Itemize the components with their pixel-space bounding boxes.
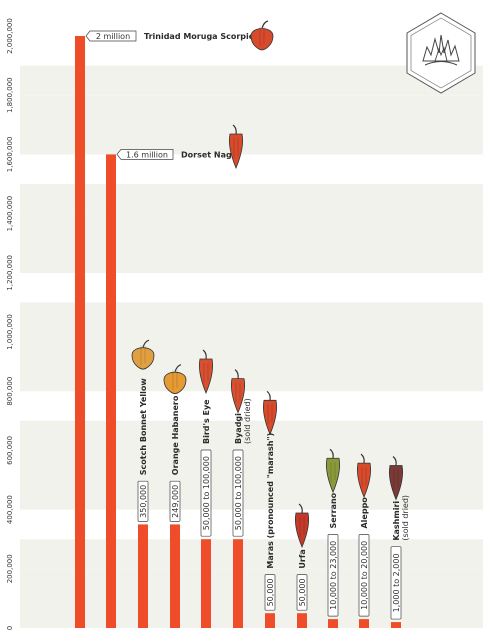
grid-band xyxy=(20,124,483,155)
chili-pepper-icon xyxy=(325,448,341,494)
grid-band xyxy=(20,65,483,96)
grid-band xyxy=(20,480,483,510)
bar xyxy=(328,619,338,628)
pepper-name: Serrano xyxy=(329,492,338,528)
value-label-box xyxy=(116,149,174,160)
chili-pepper-icon xyxy=(294,503,310,549)
y-axis: 0 200,000 400,000 600,000 800,000 1,000,000 1,… xyxy=(6,18,14,630)
pepper-subname: (sold dried) xyxy=(243,398,252,444)
value-label: 50,000 xyxy=(266,578,275,606)
chili-pepper-icon xyxy=(388,456,404,501)
pepper-name: Dorset Naga xyxy=(181,150,237,159)
value-label-box xyxy=(232,449,244,537)
y-tick-label: 800,000 xyxy=(6,377,14,406)
value-label: 1.6 million xyxy=(126,150,168,159)
grid-band xyxy=(20,184,483,214)
bars: 2 million Trinidad Moruga Scorpion 1.6 mil… xyxy=(75,20,410,628)
pepper-name: Urfa xyxy=(298,549,307,568)
y-tick-label: 400,000 xyxy=(6,495,14,524)
grid-bands xyxy=(20,36,483,628)
value-label-box xyxy=(327,534,339,617)
pepper-name: Trinidad Moruga Scorpion xyxy=(144,32,260,41)
value-label: 10,000 to 23,000 xyxy=(329,541,338,610)
chili-pepper-icon xyxy=(262,390,278,436)
value-label-box xyxy=(264,574,276,611)
y-tick-label: 1,200,000 xyxy=(6,255,14,291)
y-tick-label: 1,400,000 xyxy=(6,196,14,232)
value-label: 249,000 xyxy=(171,485,180,518)
pepper-name: Kashmiri xyxy=(392,501,401,541)
bar xyxy=(201,539,211,628)
value-label: 1,000 to 2,000 xyxy=(392,553,401,612)
y-tick-label: 600,000 xyxy=(6,436,14,465)
grid-band xyxy=(20,539,483,569)
bar xyxy=(233,539,243,628)
pepper-name: Aleppo xyxy=(360,497,369,529)
value-label-box xyxy=(358,534,370,617)
bar xyxy=(297,613,307,628)
value-label-box xyxy=(85,30,137,42)
bar xyxy=(265,613,275,628)
value-label: 50,000 to 100,000 xyxy=(234,456,243,530)
y-tick-label: 2,000,000 xyxy=(6,18,14,54)
chili-pepper-icon xyxy=(250,20,274,51)
grid-band xyxy=(20,302,483,332)
grid-band xyxy=(20,420,483,451)
y-tick-label: 1,000,000 xyxy=(6,314,14,350)
grid-band xyxy=(20,598,483,628)
flame-hexagon-icon xyxy=(406,12,476,94)
chili-pepper-icon xyxy=(198,349,214,395)
value-label-box xyxy=(137,480,149,522)
bar xyxy=(359,619,369,628)
chili-pepper-icon xyxy=(163,364,187,395)
value-label: 350,000 xyxy=(139,485,148,518)
y-tick-label: 1,800,000 xyxy=(6,77,14,113)
bar xyxy=(170,524,180,628)
value-label-box xyxy=(390,546,402,620)
value-label: 50,000 xyxy=(298,578,307,606)
y-tick-label: 1,600,000 xyxy=(6,137,14,173)
value-label-box xyxy=(169,480,181,522)
bar xyxy=(391,622,401,628)
pepper-name: Orange Habanero xyxy=(171,395,180,475)
pepper-subname: (sold dried) xyxy=(401,495,410,541)
pepper-name: Scotch Bonnet Yellow xyxy=(139,378,148,476)
bar xyxy=(75,36,85,628)
value-label-box xyxy=(200,449,212,537)
chili-pepper-icon xyxy=(230,369,246,414)
y-tick-label: 200,000 xyxy=(6,554,14,583)
value-label: 50,000 to 100,000 xyxy=(202,456,211,530)
value-label: 2 million xyxy=(96,32,130,41)
pepper-name: Bird's Eye xyxy=(202,399,211,444)
pepper-name: Maras (pronounced "marash") xyxy=(266,433,275,569)
value-label-box xyxy=(296,574,308,611)
value-label: 10,000 to 20,000 xyxy=(360,541,369,610)
grid-band xyxy=(20,243,483,273)
chili-pepper-icon xyxy=(131,339,155,370)
chili-pepper-icon xyxy=(356,453,372,499)
chili-pepper-icon xyxy=(228,124,244,170)
bar xyxy=(106,154,116,628)
bar xyxy=(138,524,148,628)
y-tick-label: 0 xyxy=(6,626,14,630)
pepper-name: Byadgi xyxy=(234,413,243,444)
grid-band xyxy=(20,361,483,392)
